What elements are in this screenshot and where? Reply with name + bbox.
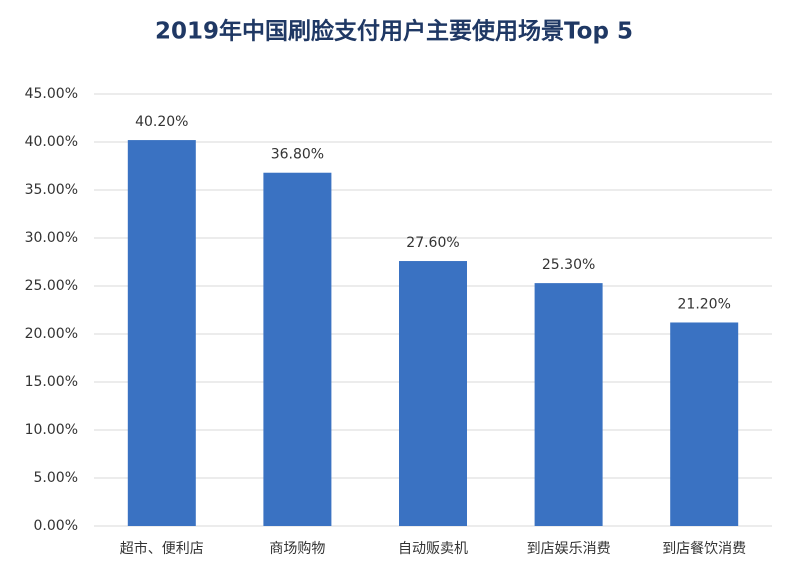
bar (670, 322, 739, 526)
y-tick-label: 45.00% (25, 86, 78, 102)
value-label: 25.30% (542, 257, 595, 273)
y-tick-label: 40.00% (25, 134, 78, 150)
y-tick-label: 0.00% (34, 518, 78, 534)
y-tick-label: 20.00% (25, 326, 78, 342)
bar (534, 283, 603, 526)
bar (127, 140, 196, 526)
y-tick-label: 15.00% (25, 374, 78, 390)
x-tick-label: 超市、便利店 (120, 540, 204, 557)
bar (263, 172, 332, 526)
x-tick-label: 到店餐饮消费 (662, 541, 746, 557)
value-label: 36.80% (271, 147, 324, 163)
y-tick-label: 25.00% (25, 278, 78, 294)
y-tick-label: 35.00% (25, 182, 78, 198)
chart-title: 2019年中国刷脸支付用户主要使用场景Top 5 (155, 18, 633, 45)
y-tick-label: 30.00% (25, 230, 78, 246)
y-tick-label: 5.00% (34, 470, 78, 486)
x-tick-label: 到店娱乐消费 (527, 541, 611, 557)
bar (399, 261, 467, 526)
y-tick-label: 10.00% (25, 422, 78, 438)
value-label: 27.60% (406, 235, 459, 251)
value-label: 21.20% (678, 296, 731, 312)
x-tick-label: 商场购物 (269, 541, 325, 557)
value-label: 40.20% (135, 114, 188, 130)
x-tick-label: 自动贩卖机 (398, 541, 468, 557)
